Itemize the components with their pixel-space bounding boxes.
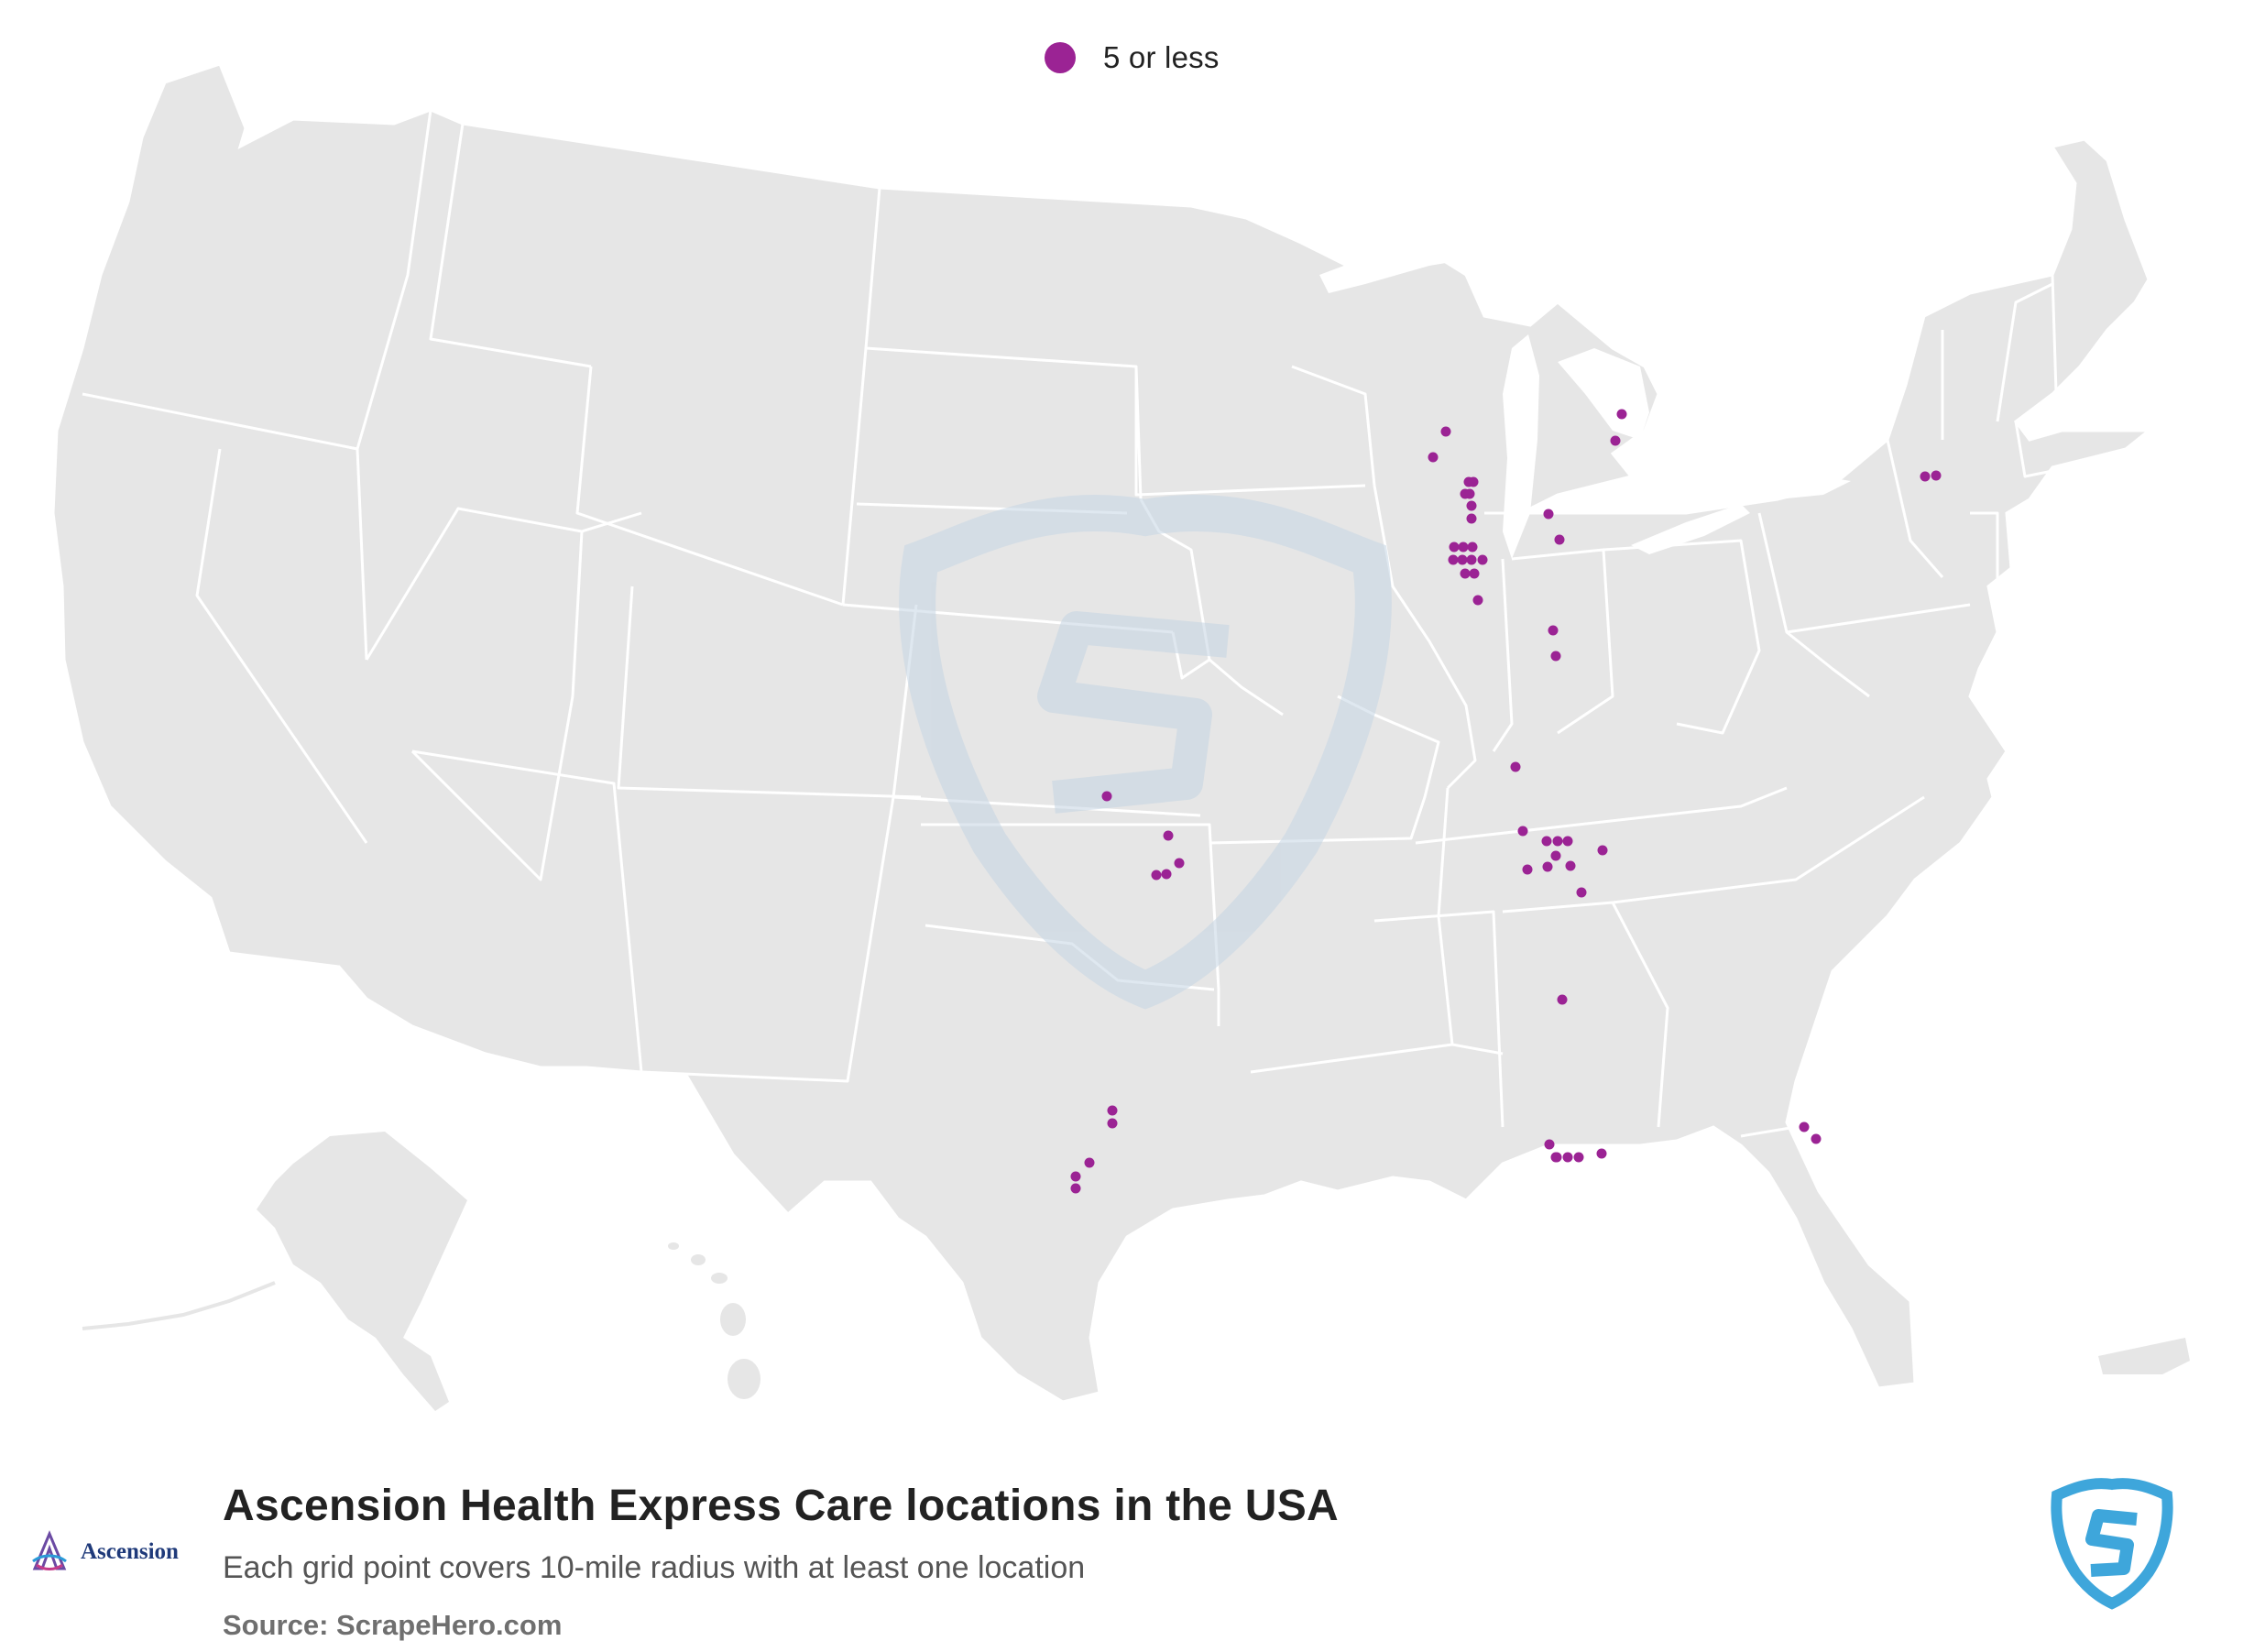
location-marker: [1477, 554, 1488, 565]
source-credit: Source: ScrapeHero.com: [223, 1609, 563, 1641]
location-marker: [1562, 1152, 1573, 1163]
scrapehero-watermark: [899, 494, 1392, 1010]
location-marker: [1163, 830, 1174, 841]
location-marker: [1610, 435, 1621, 446]
location-marker: [1551, 1152, 1562, 1163]
location-marker: [1469, 568, 1480, 579]
puerto-rico-land: [2098, 1338, 2190, 1374]
scrapehero-logo: [2043, 1473, 2181, 1615]
chart-subtitle: Each grid point covers 10-mile radius wi…: [223, 1550, 1086, 1585]
lake-michigan: [1503, 334, 1539, 559]
ascension-logo-icon: [32, 1530, 67, 1570]
chart-title: Ascension Health Express Care locations …: [223, 1482, 1340, 1530]
location-marker: [1174, 858, 1185, 869]
location-marker: [1460, 568, 1471, 579]
location-marker: [1554, 534, 1565, 545]
location-markers: [1070, 409, 1942, 1194]
location-marker: [1517, 826, 1528, 837]
location-marker: [1573, 1152, 1584, 1163]
location-marker: [1101, 791, 1112, 802]
scrapehero-shield-icon: [2051, 1478, 2173, 1610]
location-marker: [1464, 488, 1475, 499]
ascension-logo: Ascension: [27, 1530, 179, 1574]
location-marker: [1597, 845, 1608, 856]
location-marker: [1467, 542, 1478, 552]
location-marker: [1468, 476, 1479, 487]
location-marker: [1510, 761, 1521, 772]
location-marker: [1457, 554, 1468, 565]
location-marker: [1596, 1148, 1607, 1159]
location-marker: [1084, 1157, 1095, 1168]
location-marker: [1428, 452, 1439, 463]
location-marker: [1107, 1105, 1118, 1116]
location-marker: [1544, 1139, 1555, 1150]
location-marker: [1151, 870, 1162, 881]
location-marker: [1576, 887, 1587, 898]
location-marker: [1920, 471, 1931, 482]
location-marker: [1543, 509, 1554, 520]
location-marker: [1799, 1121, 1810, 1132]
alaska-land: [257, 1132, 467, 1411]
location-marker: [1552, 836, 1563, 847]
location-marker: [1562, 836, 1573, 847]
location-marker: [1541, 836, 1552, 847]
location-marker: [1466, 554, 1477, 565]
lake-erie: [1631, 504, 1750, 554]
location-marker: [1449, 542, 1460, 552]
lake-superior: [1319, 234, 1512, 293]
location-marker: [1070, 1171, 1081, 1182]
location-marker: [1107, 1118, 1118, 1129]
location-marker: [1472, 595, 1483, 606]
hawaii-land: [668, 1242, 760, 1399]
location-marker: [1448, 554, 1459, 565]
legend-marker-icon: [1045, 42, 1076, 73]
location-marker: [1070, 1183, 1081, 1194]
location-marker: [1550, 850, 1561, 861]
map-legend: 5 or less: [1045, 37, 1220, 79]
location-marker: [1466, 513, 1477, 524]
location-marker: [1548, 625, 1559, 636]
alaska-aleutians: [82, 1281, 276, 1330]
lake-ontario: [1768, 476, 1851, 499]
location-marker: [1161, 869, 1172, 880]
legend-label: 5 or less: [1103, 40, 1220, 74]
location-marker: [1458, 542, 1469, 552]
location-marker: [1550, 651, 1561, 662]
location-marker: [1565, 860, 1576, 871]
location-marker: [1557, 994, 1568, 1005]
location-marker: [1522, 864, 1533, 875]
brand-name: Ascension: [81, 1539, 179, 1564]
location-marker: [1616, 409, 1627, 420]
location-marker: [1440, 426, 1451, 437]
location-marker: [1542, 861, 1553, 872]
location-marker: [1931, 470, 1942, 481]
lake-huron: [1558, 348, 1649, 440]
location-marker: [1466, 500, 1477, 511]
location-marker: [1811, 1133, 1822, 1144]
